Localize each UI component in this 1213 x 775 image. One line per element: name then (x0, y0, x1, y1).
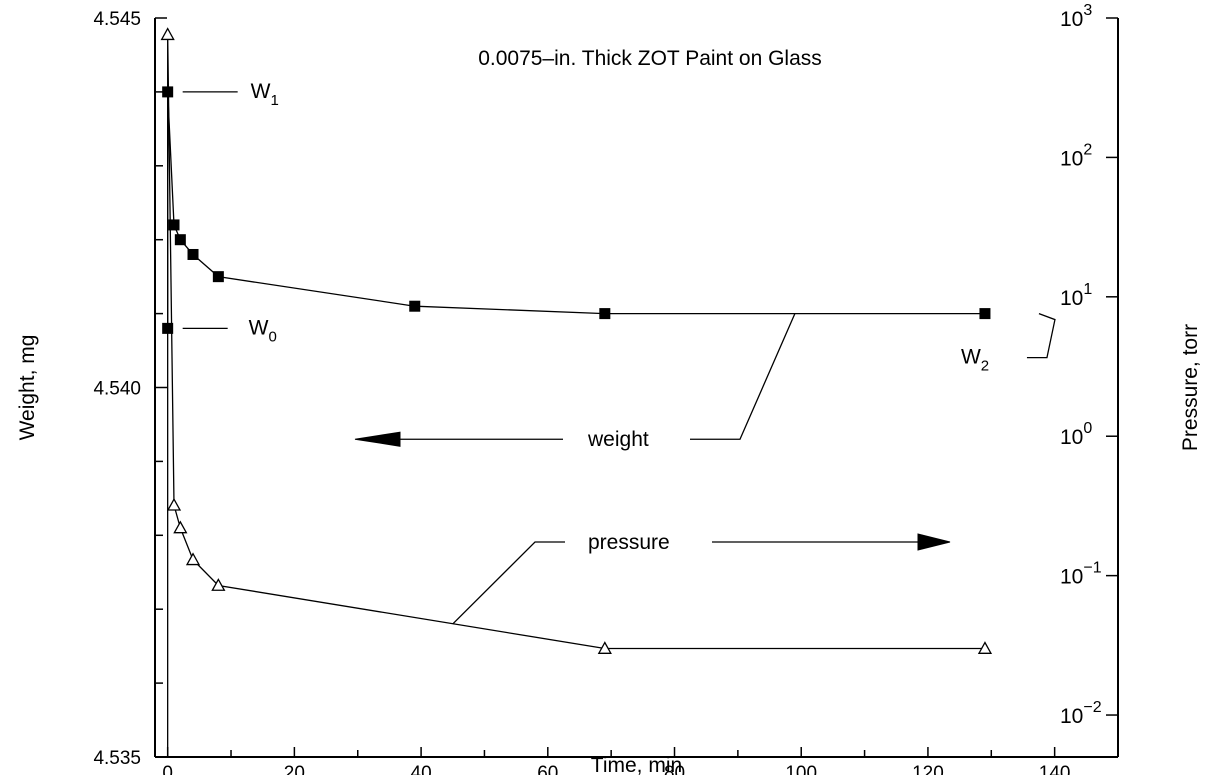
pressure-point (185, 552, 201, 566)
y2-tick-label: 10−2 (1060, 699, 1102, 728)
ticks-group: 0 20 40 60 80 100 120 140 4.535 4.540 4.545 103 102 1… (93, 2, 1118, 775)
pressure-label: pressure (588, 531, 670, 554)
y2-tick-label: 102 (1060, 141, 1092, 170)
x-tick-label: 120 (912, 763, 944, 775)
y-tick-label: 4.535 (93, 748, 141, 769)
w2-leader-line (1026, 312, 1056, 359)
pressure-point (166, 497, 182, 511)
x-axis-title: Time, min (591, 754, 682, 775)
annotations-group: W1 W0 W2 weight pressure (182, 80, 1056, 625)
pressure-point (977, 641, 993, 654)
weight-series-line (167, 91, 985, 329)
w2-label: W2 (961, 346, 989, 375)
weight-point (599, 308, 611, 320)
weight-point (168, 219, 180, 231)
y2-tick-label: 100 (1060, 420, 1092, 449)
y-tick-label: 4.545 (93, 9, 141, 30)
weight-point (212, 271, 224, 283)
pressure-point (160, 27, 175, 41)
y2-tick-label: 101 (1060, 281, 1092, 310)
x-tick-label: 100 (785, 763, 817, 775)
w1-label: W1 (251, 80, 279, 109)
series-group (160, 27, 993, 757)
x-tick-label: 140 (1039, 763, 1071, 775)
x-tick-label: 40 (411, 763, 432, 775)
weight-point (979, 308, 991, 320)
y2-axis-title: Pressure, torr (1179, 324, 1202, 451)
pressure-arrow-head (917, 533, 951, 551)
weight-point (162, 86, 174, 98)
pressure-series-line (167, 34, 985, 757)
weight-leader-line (690, 313, 796, 440)
y2-tick-label: 103 (1060, 2, 1092, 31)
x-tick-label: 0 (162, 763, 173, 775)
weight-point (187, 248, 199, 260)
weight-point (409, 300, 421, 312)
x-tick-label: 60 (537, 763, 558, 775)
y2-tick-label: 10−1 (1060, 560, 1102, 589)
x-tick-label: 80 (664, 763, 685, 775)
weight-label: weight (587, 428, 649, 451)
x-tick-label: 20 (284, 763, 305, 775)
weight-point (174, 234, 186, 246)
pressure-leader-line (452, 541, 565, 625)
pressure-point (597, 641, 612, 654)
weight-point (162, 322, 174, 334)
pressure-point (211, 578, 226, 591)
weight-arrow-head (354, 431, 401, 447)
y-tick-label: 4.540 (93, 379, 141, 400)
pressure-point (173, 520, 188, 534)
y-axis-title: Weight, mg (16, 335, 39, 441)
axes-group: Time, min Weight, mg Pressure, torr 0.0075–… (16, 18, 1202, 775)
chart-title: 0.0075–in. Thick ZOT Paint on Glass (478, 47, 822, 70)
w0-label: W0 (249, 316, 277, 345)
